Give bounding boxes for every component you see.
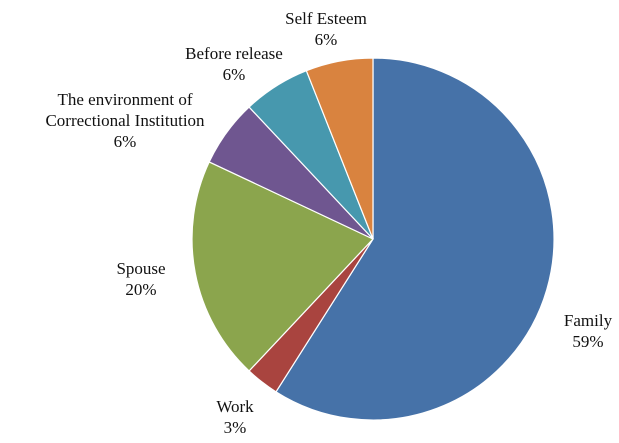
slice-value-label: 6% <box>315 30 338 49</box>
pie-label-before-release: Before release 6% <box>185 44 283 84</box>
slice-category-label: Work <box>216 397 254 416</box>
pie-label-work: Work 3% <box>216 397 254 437</box>
slice-category-label: The environment of <box>57 90 192 109</box>
pie-label-family: Family 59% <box>564 311 613 351</box>
pie-label-self-esteem: Self Esteem 6% <box>285 9 367 49</box>
pie-labels: Family 59% Work 3% Spouse 20% The environment … <box>45 9 612 437</box>
slice-category-label: Self Esteem <box>285 9 367 28</box>
slice-value-label: 3% <box>224 418 247 437</box>
slice-value-label: 6% <box>114 132 137 151</box>
pie-label-the-environment-of-correctional-institution: The environment of Correctional Instituti… <box>45 90 205 151</box>
pie-slice-self-esteem <box>305 57 374 240</box>
slice-category-label: Before release <box>185 44 283 63</box>
slice-category-label: Correctional Institution <box>45 111 205 130</box>
slice-value-label: 59% <box>572 332 603 351</box>
slice-value-label: 6% <box>223 65 246 84</box>
slice-category-label: Family <box>564 311 613 330</box>
pie-slice-family <box>275 57 555 421</box>
slice-category-label: Spouse <box>116 259 165 278</box>
slice-value-label: 20% <box>125 280 156 299</box>
pie-label-spouse: Spouse 20% <box>116 259 165 299</box>
pie-slices <box>191 57 555 421</box>
pie-slice-spouse <box>191 161 375 372</box>
